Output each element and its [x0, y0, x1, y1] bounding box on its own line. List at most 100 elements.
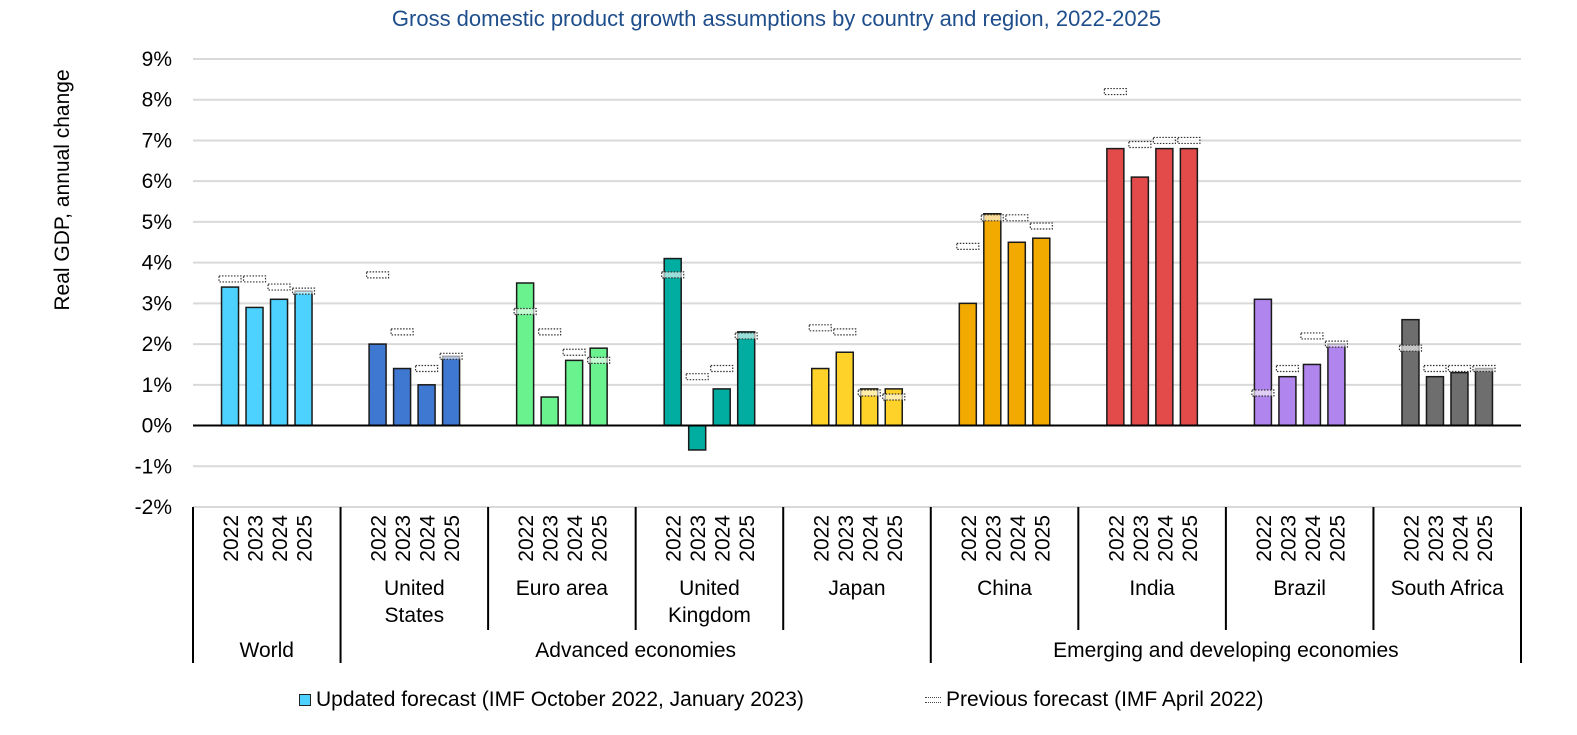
year-label: 2024 — [712, 515, 735, 562]
legend-label-previous: Previous forecast (IMF April 2022) — [946, 688, 1264, 711]
bar — [1327, 343, 1346, 427]
group-label: Kingdom — [668, 604, 751, 627]
previous-forecast-marker — [414, 364, 439, 373]
bar — [269, 298, 289, 427]
legend-item-previous: Previous forecast (IMF April 2022) — [925, 688, 1263, 712]
previous-forecast-marker — [1251, 389, 1275, 397]
year-label: 2025 — [736, 515, 759, 562]
previous-forecast-marker — [1447, 364, 1472, 373]
previous-forecast-marker — [1103, 87, 1127, 96]
bar — [1179, 147, 1199, 427]
bar — [417, 384, 436, 427]
super-group-label: Advanced economies — [535, 639, 736, 662]
previous-forecast-marker — [1005, 214, 1029, 222]
bar — [958, 302, 978, 427]
previous-forecast-marker — [1275, 364, 1300, 373]
year-label: 2023 — [392, 515, 415, 562]
chart-title: Gross domestic product growth assumption… — [391, 6, 1162, 31]
x-axis — [193, 424, 1521, 508]
legend-item-updated: Updated forecast (IMF October 2022, Janu… — [299, 688, 804, 712]
previous-forecast-marker — [980, 214, 1004, 222]
previous-forecast-marker — [267, 283, 291, 291]
year-label: 2023 — [1130, 515, 1153, 562]
year-label: 2025 — [294, 515, 317, 562]
legend-swatch-previous — [925, 697, 941, 703]
previous-forecast-marker — [218, 275, 242, 283]
bar — [736, 331, 756, 427]
year-label: 2025 — [884, 515, 907, 562]
previous-forecast-marker — [956, 242, 980, 250]
year-label: 2022 — [1105, 515, 1128, 562]
year-label: 2022 — [368, 515, 391, 562]
y-tick-label: 8% — [142, 89, 172, 112]
previous-forecast-marker — [833, 328, 857, 336]
legend-label-updated: Updated forecast (IMF October 2022, Janu… — [316, 688, 804, 711]
bar — [1302, 363, 1322, 427]
previous-forecast-marker — [685, 373, 709, 381]
year-label: 2022 — [220, 515, 243, 562]
bar — [811, 367, 830, 427]
bar — [1007, 241, 1027, 427]
category-labels: 2022 2023 2024 2025 2022 2023 2024 2025UnitedSt… — [192, 507, 1522, 663]
previous-forecast-marker — [1128, 140, 1152, 149]
bar — [1425, 375, 1445, 427]
year-label: 2022 — [515, 515, 538, 562]
y-tick-label: 5% — [142, 211, 172, 234]
year-label: 2023 — [540, 515, 563, 562]
previous-forecast-marker — [1152, 136, 1176, 145]
year-label: 2023 — [1425, 515, 1448, 562]
bar — [245, 306, 264, 427]
bar — [1450, 371, 1469, 427]
year-label: 2025 — [1031, 515, 1054, 562]
y-axis-label: Real GDP, annual change — [51, 69, 74, 310]
year-label: 2024 — [564, 515, 587, 562]
previous-forecast-marker — [1472, 364, 1496, 373]
bar — [515, 282, 535, 427]
previous-forecast-marker — [562, 348, 586, 356]
year-label: 2025 — [589, 515, 612, 562]
year-label: 2023 — [1277, 515, 1300, 562]
y-tick-label: 6% — [142, 170, 172, 193]
super-group-label: World — [240, 639, 294, 662]
year-label: 2025 — [1326, 515, 1349, 562]
year-label: 2024 — [1007, 515, 1030, 562]
y-tick-label: 9% — [142, 48, 172, 71]
year-label: 2023 — [982, 515, 1005, 562]
year-label: 2022 — [663, 515, 686, 562]
previous-forecast-marker — [661, 271, 685, 279]
group-label: Euro area — [516, 577, 609, 600]
y-tick-label: 0% — [142, 415, 172, 438]
group-label: China — [977, 577, 1032, 600]
bar — [1155, 147, 1174, 427]
bar — [1106, 147, 1125, 427]
y-tick-label: 4% — [142, 252, 172, 275]
year-label: 2024 — [269, 515, 292, 562]
group-label: India — [1129, 577, 1175, 600]
y-tick-label: 2% — [142, 333, 172, 356]
y-tick-label: 3% — [142, 292, 172, 315]
bar — [983, 213, 1002, 427]
group-label: South Africa — [1391, 577, 1505, 600]
year-label: 2025 — [1474, 515, 1497, 562]
year-label: 2023 — [835, 515, 858, 562]
year-label: 2022 — [958, 515, 981, 562]
bar — [220, 286, 240, 427]
bar — [1253, 298, 1273, 427]
gridlines — [193, 58, 1521, 508]
previous-forecast-marker — [242, 275, 267, 283]
y-tick-label: 1% — [142, 374, 172, 397]
bar — [392, 367, 412, 427]
previous-forecast-marker — [291, 287, 316, 295]
previous-forecast-marker — [439, 352, 463, 360]
group-label: United — [384, 577, 445, 600]
previous-forecast-markers — [218, 87, 1496, 401]
year-label: 2025 — [1179, 515, 1202, 562]
previous-forecast-marker — [390, 328, 414, 336]
super-group-label: Emerging and developing economies — [1053, 639, 1399, 662]
previous-forecast-marker — [513, 307, 537, 316]
bar — [712, 388, 731, 427]
previous-forecast-marker — [808, 324, 832, 332]
bars — [220, 147, 1494, 451]
year-label: 2024 — [1302, 515, 1325, 562]
